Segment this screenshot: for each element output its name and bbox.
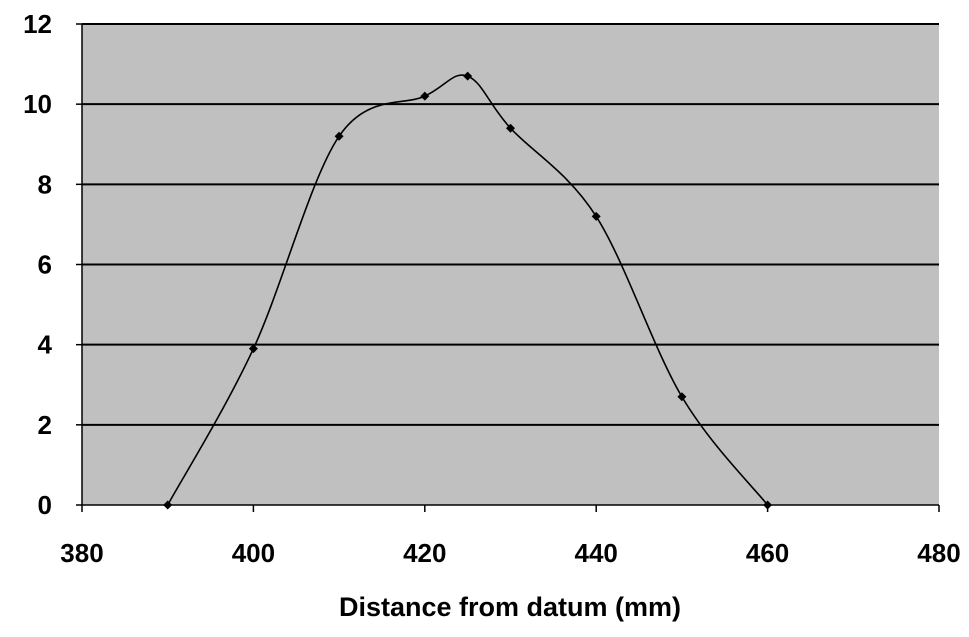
y-tick-label: 6 <box>38 250 52 280</box>
data-point <box>463 71 473 81</box>
y-tick-label: 2 <box>38 410 52 440</box>
x-axis-title: Distance from datum (mm) <box>339 592 681 622</box>
y-tick-labels: 0 2 4 6 8 10 12 <box>23 9 82 520</box>
y-tick-label: 4 <box>38 330 53 360</box>
y-tick-label: 0 <box>38 490 52 520</box>
data-point <box>763 500 773 510</box>
y-tick-label: 10 <box>23 89 52 119</box>
y-tick-label: 8 <box>38 169 52 199</box>
x-tick-label: 420 <box>403 538 446 568</box>
x-tick-label: 460 <box>746 538 789 568</box>
x-tick-label: 380 <box>60 538 103 568</box>
series <box>163 71 773 510</box>
data-point <box>248 344 258 354</box>
x-tick-labels: 380 400 420 440 460 480 <box>60 505 961 568</box>
data-point <box>506 123 515 133</box>
gridlines <box>82 23 939 426</box>
y-tick-label: 12 <box>23 9 52 39</box>
x-tick-label: 480 <box>917 538 960 568</box>
data-point <box>334 131 344 141</box>
x-tick-label: 400 <box>232 538 275 568</box>
x-tick-label: 440 <box>575 538 618 568</box>
data-point <box>591 211 601 221</box>
data-point <box>420 91 430 101</box>
data-point <box>163 500 173 510</box>
data-point <box>677 392 687 402</box>
